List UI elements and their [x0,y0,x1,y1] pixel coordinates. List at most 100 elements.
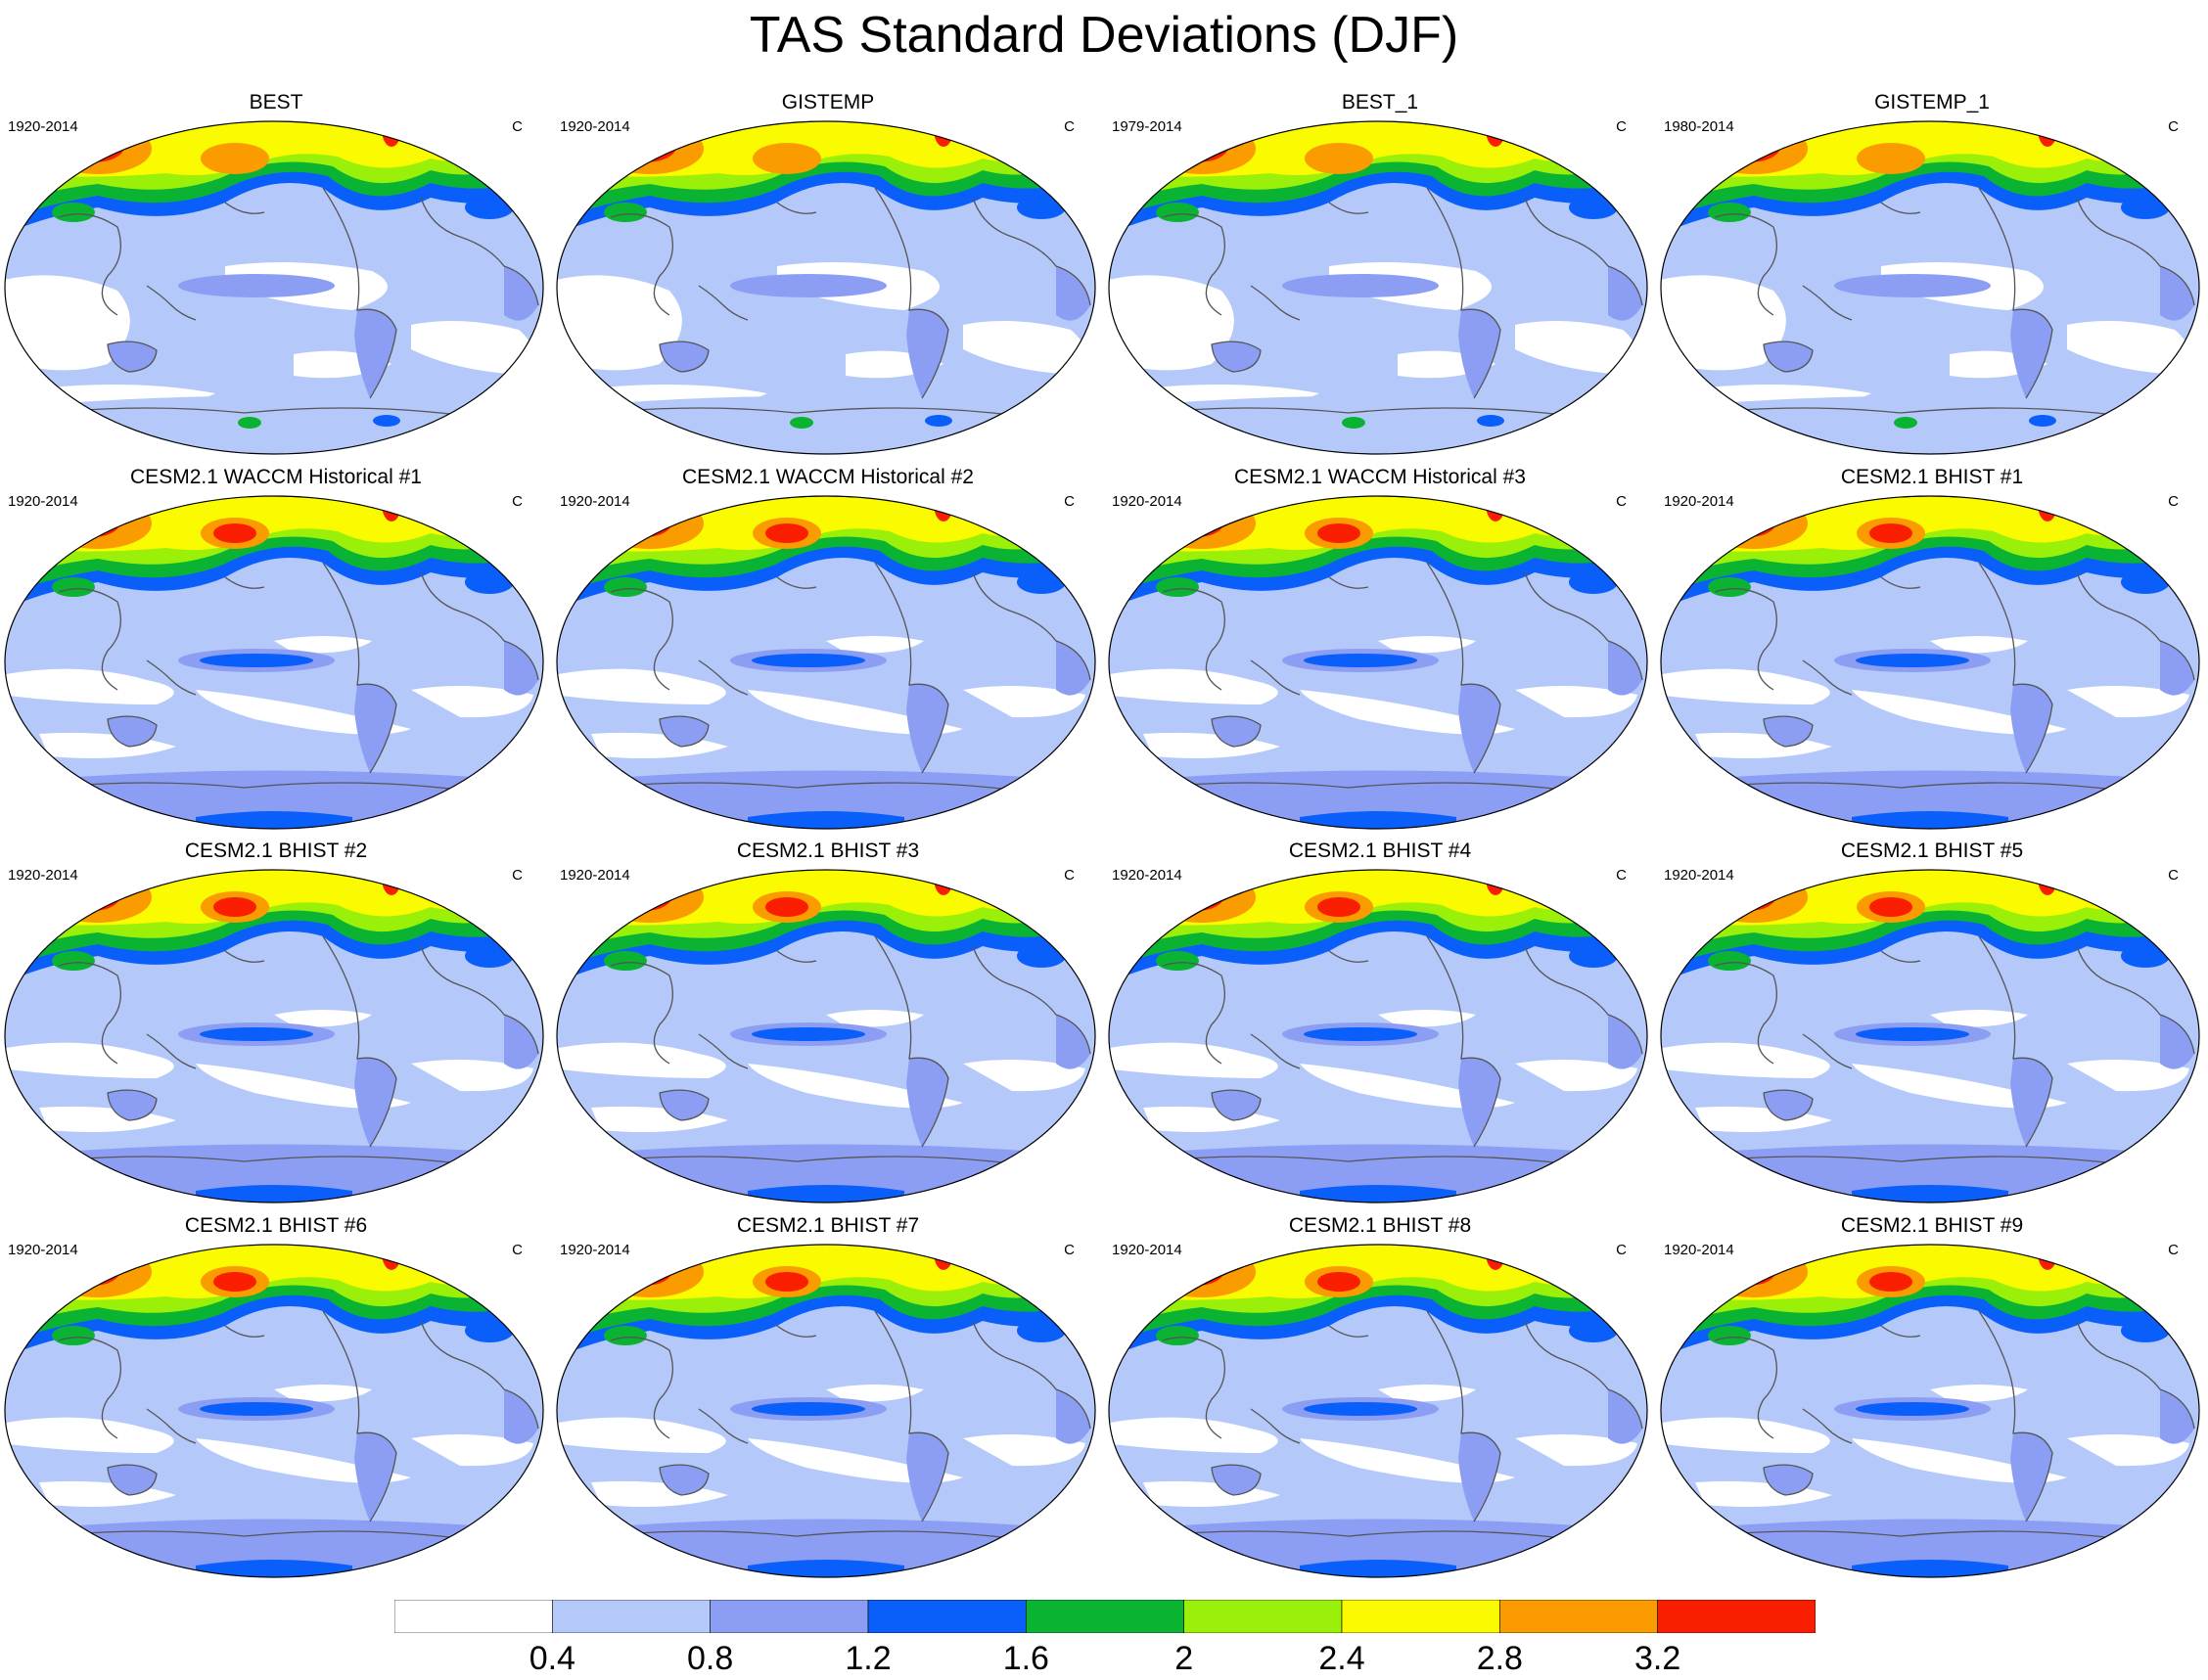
panel-units: C [512,867,523,884]
colorbar-tick-label: 1.2 [845,1640,892,1677]
panel-units: C [2168,867,2179,884]
panel-title: GISTEMP [781,91,875,114]
world-map [556,120,1096,455]
colorbar-swatch [867,1600,1027,1633]
panel-years: 1920-2014 [560,867,630,884]
panel-years: 1920-2014 [8,867,78,884]
colorbar-swatch [394,1600,553,1633]
map-panel: CESM2.1 BHIST #9 1920-2014 C [1656,1213,2208,1585]
colorbar-tick-label: 2.4 [1318,1640,1365,1677]
world-map [4,120,544,455]
colorbar-swatch [1026,1600,1184,1633]
panel-title: CESM2.1 WACCM Historical #2 [682,466,974,488]
map-panel: CESM2.1 BHIST #6 1920-2014 C [0,1213,552,1585]
colorbar-tick-label: 0.8 [687,1640,734,1677]
panel-years: 1920-2014 [560,118,630,135]
map-panel: GISTEMP_1 1980-2014 C [1656,90,2208,462]
panel-years: 1920-2014 [1664,867,1734,884]
map-panel: CESM2.1 BHIST #2 1920-2014 C [0,839,552,1210]
map-panel: BEST 1920-2014 C [0,90,552,462]
world-map [1660,869,2200,1203]
colorbar-swatch [552,1600,711,1633]
panel-title: CESM2.1 BHIST #7 [736,1214,920,1237]
map-panel: CESM2.1 BHIST #8 1920-2014 C [1104,1213,1656,1585]
world-map [1108,495,1648,830]
colorbar-tick-label: 2.8 [1476,1640,1523,1677]
colorbar-tick-label: 1.6 [1002,1640,1049,1677]
map-panel: CESM2.1 BHIST #5 1920-2014 C [1656,839,2208,1210]
panel-years: 1920-2014 [1112,867,1182,884]
panel-title: BEST [249,91,303,114]
panel-years: 1920-2014 [8,1242,78,1258]
map-panel: BEST_1 1979-2014 C [1104,90,1656,462]
colorbar-swatch [1499,1600,1658,1633]
figure-title: TAS Standard Deviations (DJF) [749,7,1459,64]
colorbar [394,1600,1816,1633]
map-panel: GISTEMP 1920-2014 C [552,90,1104,462]
panel-title: CESM2.1 BHIST #4 [1288,840,1472,862]
world-map [4,495,544,830]
panel-years: 1920-2014 [560,1242,630,1258]
colorbar-labels: 0.4 0.8 1.2 1.6 2 2.4 2.8 3.2 [0,1639,2208,1678]
world-map [1660,495,2200,830]
colorbar-tick-label: 2 [1174,1640,1194,1677]
panel-units: C [1616,493,1627,510]
map-panel: CESM2.1 WACCM Historical #3 1920-2014 C [1104,465,1656,837]
panel-title: GISTEMP_1 [1874,91,1990,114]
panel-years: 1920-2014 [1664,1242,1734,1258]
map-panel: CESM2.1 BHIST #7 1920-2014 C [552,1213,1104,1585]
panel-units: C [512,493,523,510]
panel-units: C [1064,1242,1075,1258]
panel-title: CESM2.1 WACCM Historical #3 [1234,466,1526,488]
panel-title: CESM2.1 WACCM Historical #1 [130,466,422,488]
panel-units: C [1616,1242,1627,1258]
panel-units: C [2168,118,2179,135]
world-map [1660,120,2200,455]
map-panel: CESM2.1 WACCM Historical #1 1920-2014 C [0,465,552,837]
panel-title: CESM2.1 BHIST #3 [736,840,920,862]
panel-title: BEST_1 [1341,91,1419,114]
panel-years: 1920-2014 [1112,493,1182,510]
panel-title: CESM2.1 BHIST #5 [1840,840,2024,862]
colorbar-swatch [1657,1600,1816,1633]
panel-units: C [2168,1242,2179,1258]
panel-years: 1979-2014 [1112,118,1182,135]
world-map [1108,120,1648,455]
world-map [556,495,1096,830]
colorbar-swatch [710,1600,869,1633]
panel-title: CESM2.1 BHIST #9 [1840,1214,2024,1237]
panel-title: CESM2.1 BHIST #2 [184,840,368,862]
world-map [4,1244,544,1578]
world-map [1108,869,1648,1203]
panel-units: C [512,118,523,135]
colorbar-tick-label: 0.4 [529,1640,575,1677]
map-panel: CESM2.1 BHIST #3 1920-2014 C [552,839,1104,1210]
panel-units: C [2168,493,2179,510]
world-map [556,869,1096,1203]
world-map [4,869,544,1203]
panel-units: C [1064,867,1075,884]
colorbar-swatch [1183,1600,1343,1633]
panel-years: 1920-2014 [1664,493,1734,510]
world-map [556,1244,1096,1578]
panel-units: C [1616,118,1627,135]
panel-units: C [512,1242,523,1258]
panel-title: CESM2.1 BHIST #1 [1840,466,2024,488]
colorbar-swatch [1341,1600,1500,1633]
colorbar-tick-label: 3.2 [1634,1640,1681,1677]
panel-years: 1920-2014 [560,493,630,510]
panel-years: 1980-2014 [1664,118,1734,135]
panel-years: 1920-2014 [8,118,78,135]
panel-title: CESM2.1 BHIST #8 [1288,1214,1472,1237]
panel-units: C [1064,118,1075,135]
map-panel: CESM2.1 BHIST #4 1920-2014 C [1104,839,1656,1210]
panel-units: C [1064,493,1075,510]
panel-years: 1920-2014 [8,493,78,510]
world-map [1660,1244,2200,1578]
panel-units: C [1616,867,1627,884]
map-panel: CESM2.1 WACCM Historical #2 1920-2014 C [552,465,1104,837]
panel-years: 1920-2014 [1112,1242,1182,1258]
panel-title: CESM2.1 BHIST #6 [184,1214,368,1237]
world-map [1108,1244,1648,1578]
